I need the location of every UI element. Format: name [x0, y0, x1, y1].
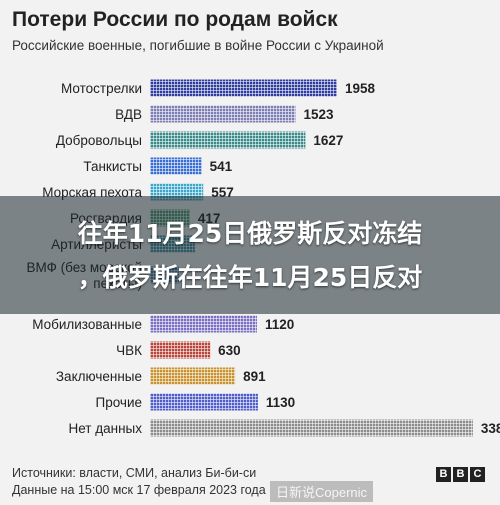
value-label: 1130: [266, 395, 295, 410]
source-note: Источники: власти, СМИ, анализ Би-би-си: [12, 466, 257, 480]
category-label: Мотострелки: [61, 81, 142, 96]
overlay-headline-line1: 往年11月25日俄罗斯反对冻结: [77, 219, 423, 248]
category-label: ЧВК: [116, 343, 142, 358]
banner-overlay: [0, 196, 500, 314]
category-label: Добровольцы: [56, 133, 142, 148]
chart-subtitle: Российские военные, погибшие в войне Рос…: [12, 38, 384, 53]
bar-texture: [150, 79, 337, 97]
overlay-headline-line2: ，俄罗斯在往年11月25日反对: [77, 263, 423, 292]
value-label: 541: [210, 159, 233, 174]
bbc-logo-letter: B: [436, 467, 451, 482]
bar-texture: [150, 419, 473, 437]
value-label: 1958: [345, 81, 376, 96]
value-label: 1523: [303, 107, 334, 122]
value-label: 1120: [265, 317, 294, 332]
category-label: Нет данных: [69, 421, 143, 436]
bbc-logo-letter: C: [470, 467, 485, 482]
value-label: 1627: [313, 133, 343, 148]
bbc-logo: B B C: [436, 467, 485, 482]
date-note: Данные на 15:00 мск 17 февраля 2023 года: [12, 483, 266, 497]
bar-texture: [150, 105, 296, 123]
category-label: Прочие: [95, 395, 142, 410]
value-label: 630: [218, 343, 241, 358]
category-label: Мобилизованные: [32, 317, 142, 332]
category-label: Заключенные: [56, 369, 142, 384]
chart-title: Потери России по родам войск: [12, 8, 338, 31]
value-labels: 195815231627541557417112063089111303381: [198, 81, 500, 436]
bar-texture: [150, 131, 306, 149]
category-label: ВДВ: [115, 107, 142, 122]
bar-texture: [150, 341, 211, 359]
watermark: 日新说Copernic: [270, 481, 374, 502]
bar-texture: [150, 367, 236, 385]
bbc-logo-letter: B: [453, 467, 468, 482]
value-label: 891: [243, 369, 266, 384]
bar-texture: [150, 157, 202, 175]
category-label: Танкисты: [83, 159, 142, 174]
value-label: 3381: [481, 421, 500, 436]
bar-texture: [150, 315, 257, 333]
bar-texture: [150, 393, 258, 411]
